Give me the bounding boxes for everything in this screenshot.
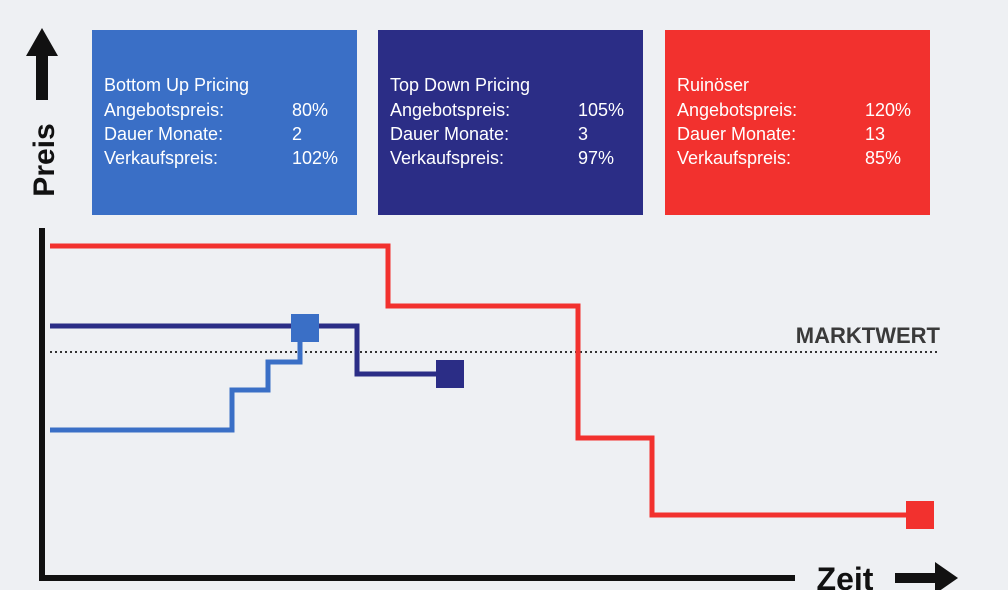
row-label: Dauer Monate:: [390, 124, 509, 144]
row-value: 3: [578, 124, 588, 144]
row-value: 2: [292, 124, 302, 144]
row-value: 13: [865, 124, 885, 144]
x-label: Zeit: [817, 561, 874, 590]
row-value: 85%: [865, 148, 901, 168]
box-bottom-up: [92, 30, 357, 215]
box-texts: Bottom Up Pricing Angebotspreis: 80% Dauer …: [104, 75, 911, 168]
row-label: Dauer Monate:: [677, 124, 796, 144]
box-title: Ruinöser: [677, 75, 749, 95]
row-value: 120%: [865, 100, 911, 120]
marker-bottom-up: [291, 314, 319, 342]
reference-label: MARKTWERT: [796, 323, 941, 348]
box-title: Bottom Up Pricing: [104, 75, 249, 95]
box-title: Top Down Pricing: [390, 75, 530, 95]
box-ruinoes: [665, 30, 930, 215]
row-label: Angebotspreis:: [390, 100, 510, 120]
row-label: Angebotspreis:: [104, 100, 224, 120]
row-label: Verkaufspreis:: [104, 148, 218, 168]
y-label: Preis: [28, 123, 61, 196]
row-value: 80%: [292, 100, 328, 120]
marker-ruinoes: [906, 501, 934, 529]
row-value: 97%: [578, 148, 614, 168]
line-top-down: [50, 323, 450, 377]
box-top-down: [378, 30, 643, 215]
row-value: 102%: [292, 148, 338, 168]
row-label: Angebotspreis:: [677, 100, 797, 120]
row-label: Dauer Monate:: [104, 124, 223, 144]
x-arrow: [895, 562, 958, 590]
row-label: Verkaufspreis:: [677, 148, 791, 168]
row-label: Verkaufspreis:: [390, 148, 504, 168]
line-ruinoes: [50, 243, 920, 518]
row-value: 105%: [578, 100, 624, 120]
y-arrow: [26, 28, 58, 100]
marker-top-down: [436, 360, 464, 388]
line-bottom-up: [50, 328, 303, 433]
